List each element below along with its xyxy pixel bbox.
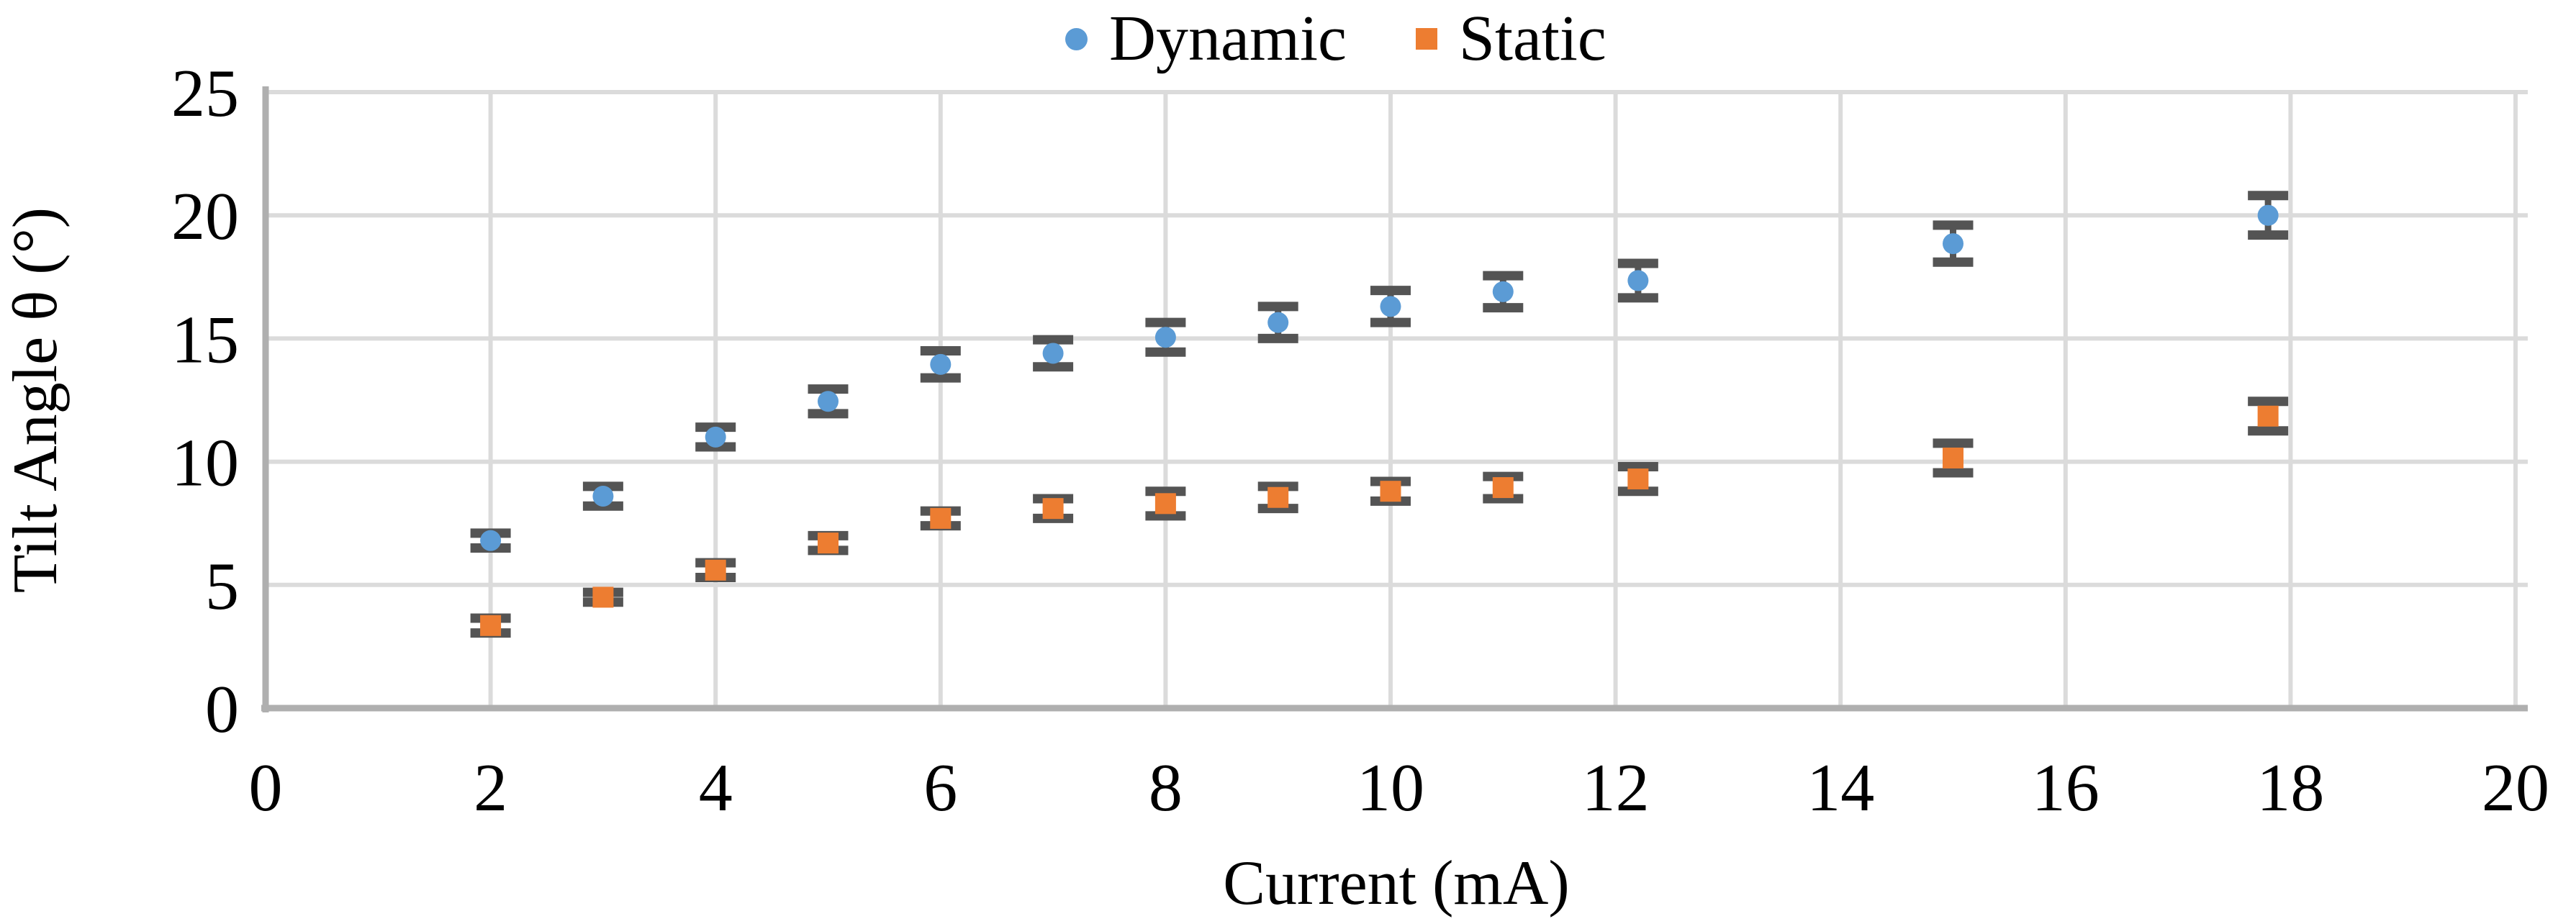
marker-static: [1154, 493, 1176, 515]
marker-static: [592, 586, 614, 608]
marker-dynamic: [592, 486, 614, 507]
y-tick-label: 10: [171, 426, 239, 501]
axis-layer: [261, 86, 2528, 712]
marker-static: [818, 533, 839, 554]
marker-static: [1627, 468, 1649, 490]
x-tick-label: 20: [2482, 751, 2549, 825]
legend-item-static: Static: [1415, 3, 1606, 74]
x-tick-label: 14: [1807, 751, 1874, 825]
y-tick-label: 25: [171, 56, 239, 131]
x-tick-label: 8: [1149, 751, 1183, 825]
marker-static: [1943, 447, 1963, 468]
series-layer: [470, 191, 2289, 638]
grid-layer: [266, 90, 2528, 708]
marker-static: [1042, 498, 1064, 520]
marker-dynamic: [1943, 233, 1963, 255]
legend-label-static: Static: [1458, 3, 1606, 74]
y-tick-label: 20: [171, 179, 239, 254]
marker-static: [1267, 486, 1289, 508]
x-tick-label: 10: [1357, 751, 1424, 825]
x-tick-label: 18: [2256, 751, 2324, 825]
x-tick-label: 6: [923, 751, 957, 825]
y-axis-title: Tilt Angle θ (°): [1, 207, 71, 593]
y-tick-label: 5: [205, 549, 239, 624]
marker-static: [2257, 405, 2279, 427]
marker-static: [1492, 477, 1514, 499]
tick-label-layer: 0 5 10 15 20 25 0 2 4 6 8 10 12 14 16 18 20: [171, 56, 2549, 825]
legend-label-dynamic: Dynamic: [1109, 3, 1347, 74]
marker-static: [930, 507, 952, 529]
x-axis-title: Current (mA): [1223, 848, 1569, 918]
marker-dynamic: [1627, 270, 1649, 291]
x-tick-label: 16: [2032, 751, 2100, 825]
x-tick-label: 4: [699, 751, 733, 825]
marker-dynamic: [1154, 327, 1176, 348]
marker-dynamic: [705, 426, 726, 448]
x-tick-label: 0: [249, 751, 283, 825]
marker-static: [705, 559, 726, 581]
static-square-icon: [1415, 28, 1437, 50]
y-tick-label: 0: [205, 672, 239, 747]
marker-static: [480, 615, 502, 636]
y-tick-label: 15: [171, 302, 239, 377]
legend: Dynamic Static: [1065, 3, 1606, 75]
marker-dynamic: [1492, 281, 1514, 302]
marker-dynamic: [2257, 204, 2279, 226]
marker-dynamic: [480, 530, 502, 551]
dynamic-circle-icon: [1065, 27, 1088, 50]
x-tick-label: 2: [474, 751, 507, 825]
x-tick-label: 12: [1582, 751, 1650, 825]
marker-dynamic: [1380, 296, 1401, 317]
marker-dynamic: [1267, 312, 1289, 333]
marker-dynamic: [1042, 343, 1064, 364]
marker-static: [1380, 481, 1401, 502]
legend-item-dynamic: Dynamic: [1065, 6, 1347, 71]
marker-dynamic: [818, 391, 839, 412]
marker-dynamic: [930, 353, 952, 375]
